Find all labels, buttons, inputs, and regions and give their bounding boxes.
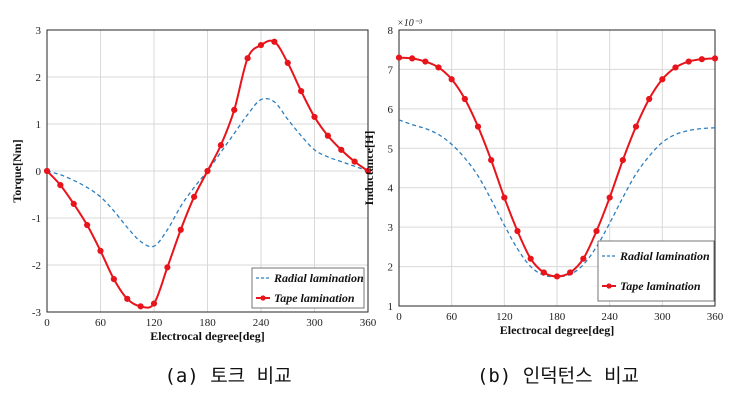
torque-tape-lamination-point: [311, 113, 318, 121]
inductance-tape-lamination-point: [474, 123, 482, 130]
torque-tape-lamination-point: [124, 295, 131, 302]
x-axis-label: Electrocal degree[deg]: [500, 323, 615, 337]
x-tick-label: 60: [95, 317, 107, 329]
x-tick-label: 240: [253, 317, 270, 329]
x-tick-label: 300: [654, 311, 671, 323]
y-tick-label: 3: [36, 25, 42, 37]
inductance-tape-lamination-point: [409, 55, 416, 62]
torque-tape-lamination-point: [364, 167, 372, 175]
inductance-tape-lamination-point: [540, 269, 547, 276]
inductance-tape-lamination-point: [435, 64, 442, 71]
y-tick-label: 3: [388, 222, 394, 234]
x-tick-label: 300: [306, 317, 323, 329]
y-tick-label: 6: [388, 104, 394, 116]
inductance-tape-lamination-point: [422, 58, 429, 65]
x-tick-label: 0: [396, 311, 402, 323]
x-tick-label: 120: [146, 317, 163, 329]
x-tick-label: 180: [199, 317, 216, 329]
y-tick-label: -2: [32, 260, 41, 272]
inductance-tape-lamination-point: [632, 123, 640, 130]
inductance-tape-lamination-point: [659, 76, 666, 83]
figure-caption: (b) 인덕턴스 비교: [477, 365, 639, 387]
inductance-tape-lamination-point: [514, 227, 521, 235]
torque-tape-lamination-point: [324, 132, 331, 139]
y-tick-label: -3: [32, 307, 42, 319]
inductance-tape-lamination-point: [711, 55, 719, 62]
inductance-tape-lamination-point: [606, 194, 613, 201]
legend-swatch-marker: [260, 295, 266, 301]
torque-tape-lamination-point: [351, 158, 358, 165]
torque-tape-lamination-point: [84, 221, 91, 229]
inductance-tape-lamination-point: [593, 227, 600, 235]
torque-tape-lamination-point: [164, 264, 171, 271]
torque-tape-lamination-point: [284, 59, 291, 67]
legend-box: [251, 267, 365, 309]
x-tick-label: 360: [360, 317, 377, 329]
inductance-tape-lamination-point: [501, 194, 508, 201]
y-tick-label: 2: [36, 72, 42, 84]
legend-entry-label: Tape lamination: [274, 291, 355, 305]
torque-tape-lamination-point: [338, 146, 345, 153]
legend-box: [597, 240, 715, 302]
y-scale-label: ×10⁻³: [397, 18, 423, 29]
x-tick-label: 240: [601, 311, 618, 323]
torque-tape-lamination-point: [57, 182, 64, 189]
torque-tape-lamination-point: [110, 276, 117, 283]
inductance-tape-lamination-point: [553, 273, 561, 280]
torque-tape-lamination-point: [204, 167, 211, 175]
torque-tape-lamination-point: [244, 55, 251, 62]
legend-entry-label: Radial lamination: [273, 271, 364, 285]
torque-tape-lamination-point: [70, 200, 77, 207]
inductance-tape-lamination-point: [395, 54, 403, 61]
torque-tape-lamination-point: [257, 41, 265, 49]
inductance-tape-lamination-point: [461, 95, 468, 103]
torque-tape-lamination-point: [271, 38, 278, 45]
torque-tape-lamination-point: [191, 193, 198, 200]
y-tick-label: 1: [388, 301, 394, 313]
inductance-tape-lamination-point: [698, 56, 705, 63]
legend-entry-label: Radial lamination: [619, 249, 710, 263]
inductance-tape-lamination-point: [646, 95, 653, 103]
torque-tape-lamination-point: [217, 142, 224, 149]
y-axis-label: Inductance[H]: [362, 131, 376, 206]
y-tick-label: 1: [36, 119, 42, 131]
y-tick-label: -1: [32, 213, 41, 225]
torque-tape-lamination-point: [177, 226, 184, 233]
torque-tape-lamination-point: [137, 303, 144, 310]
legend-entry-label: Tape lamination: [620, 279, 701, 293]
legend-swatch-marker: [606, 283, 612, 289]
inductance-tape-lamination-point: [448, 76, 455, 83]
inductance-tape-lamination-point: [580, 255, 587, 262]
x-axis-label: Electrocal degree[deg]: [150, 329, 265, 343]
y-axis-label: Torque[Nm]: [10, 139, 24, 202]
plot-frame: [398, 29, 716, 307]
inductance-tape-lamination-point: [672, 64, 679, 71]
inductance-tape-lamination-point: [488, 157, 495, 164]
y-tick-label: 8: [388, 25, 394, 37]
torque-chart-panel: 0 60 120 180 240 300 360 -3 -2 -1 0 1 2 3 Electrocal d…: [10, 25, 377, 387]
x-tick-label: 120: [496, 311, 513, 323]
torque-tape-lamination-point: [43, 167, 51, 175]
inductance-tape-lamination-point: [527, 255, 534, 262]
y-tick-label: 5: [388, 143, 394, 155]
x-tick-label: 180: [549, 311, 566, 323]
y-tick-label: 2: [388, 262, 394, 274]
y-tick-label: 0: [36, 166, 42, 178]
torque-tape-lamination-point: [231, 106, 238, 114]
torque-tape-lamination-point: [97, 247, 104, 254]
torque-tape-lamination-point: [298, 88, 305, 95]
figure-caption: (a) 토크 비교: [164, 365, 291, 387]
inductance-tape-lamination-point: [619, 157, 626, 164]
inductance-tape-lamination-point: [567, 269, 574, 276]
y-tick-label: 7: [388, 64, 394, 76]
inductance-chart-panel: 0 60 120 180 240 300 360 1 2 3 4 5 6 7 8×10⁻³ Electroca…: [362, 18, 724, 387]
x-tick-label: 360: [707, 311, 724, 323]
x-tick-label: 0: [44, 317, 50, 329]
y-tick-label: 4: [388, 183, 394, 195]
inductance-tape-lamination-point: [685, 58, 692, 65]
x-tick-label: 60: [446, 311, 458, 323]
torque-tape-lamination-point: [150, 300, 158, 307]
